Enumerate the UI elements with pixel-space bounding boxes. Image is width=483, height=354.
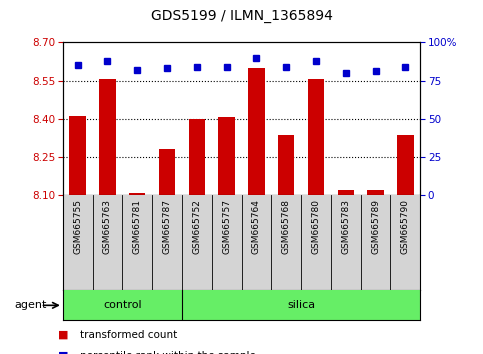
- Text: GSM665780: GSM665780: [312, 199, 320, 255]
- Text: GSM665790: GSM665790: [401, 199, 410, 255]
- Text: GSM665764: GSM665764: [252, 199, 261, 255]
- Bar: [368, 190, 384, 195]
- Text: GSM665768: GSM665768: [282, 199, 291, 255]
- Bar: [99, 79, 115, 195]
- Text: control: control: [103, 300, 142, 310]
- Text: GSM665757: GSM665757: [222, 199, 231, 255]
- Text: silica: silica: [287, 300, 315, 310]
- Text: ■: ■: [58, 330, 69, 339]
- Text: GSM665752: GSM665752: [192, 199, 201, 255]
- Bar: [397, 135, 413, 195]
- Bar: [189, 119, 205, 195]
- Text: agent: agent: [14, 300, 47, 310]
- Bar: [308, 79, 324, 195]
- Text: transformed count: transformed count: [80, 330, 177, 339]
- Text: GSM665787: GSM665787: [163, 199, 171, 255]
- Text: GSM665755: GSM665755: [73, 199, 82, 255]
- Bar: [338, 190, 354, 195]
- Text: GDS5199 / ILMN_1365894: GDS5199 / ILMN_1365894: [151, 9, 332, 23]
- Text: percentile rank within the sample: percentile rank within the sample: [80, 351, 256, 354]
- Bar: [70, 116, 86, 195]
- Text: GSM665763: GSM665763: [103, 199, 112, 255]
- Bar: [278, 135, 294, 195]
- Text: GSM665781: GSM665781: [133, 199, 142, 255]
- Bar: [218, 117, 235, 195]
- Text: GSM665783: GSM665783: [341, 199, 350, 255]
- Text: ■: ■: [58, 351, 69, 354]
- Text: GSM665789: GSM665789: [371, 199, 380, 255]
- Bar: [159, 149, 175, 195]
- Bar: [129, 193, 145, 195]
- Bar: [248, 68, 265, 195]
